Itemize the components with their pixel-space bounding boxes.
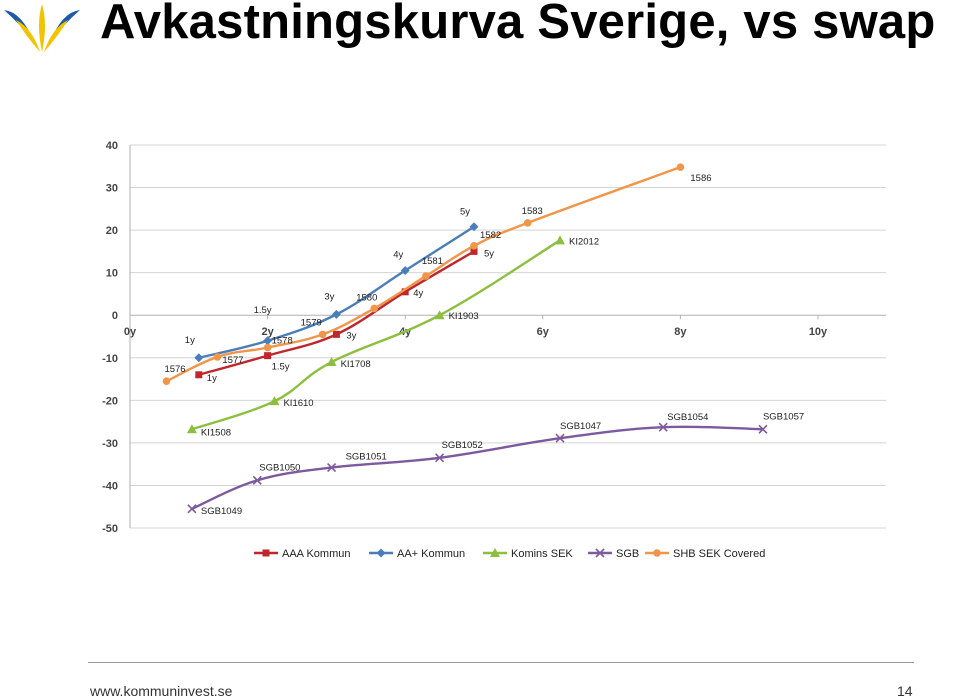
- data-point: [555, 433, 565, 443]
- data-point: [758, 424, 768, 434]
- kommuninvest-logo: [2, 2, 82, 58]
- series-line-komins-sek: [191, 239, 561, 431]
- data-point: [187, 504, 197, 514]
- page-number: 14: [897, 683, 913, 699]
- logo-left-leaf: [16, 20, 40, 52]
- data-point: [332, 330, 340, 338]
- data-point: [523, 219, 532, 227]
- y-tick-label: -50: [102, 523, 118, 535]
- data-label: 1.5y: [254, 305, 272, 316]
- data-label: KI1903: [449, 311, 479, 322]
- y-tick-label: -10: [102, 353, 118, 365]
- data-point: [555, 235, 565, 245]
- data-label: SGB1054: [667, 412, 708, 423]
- legend-label: Komins SEK: [511, 548, 573, 560]
- logo-center-flame: [39, 4, 45, 52]
- data-label: SGB1052: [442, 440, 483, 451]
- data-label: 1581: [422, 256, 443, 267]
- data-point: [186, 424, 197, 434]
- data-point: [658, 422, 668, 432]
- data-point: [252, 475, 262, 485]
- y-tick-label: 30: [106, 183, 118, 195]
- x-tick-label: 0y: [124, 326, 137, 338]
- data-label: 5y: [484, 248, 494, 259]
- data-label: 3y: [346, 330, 356, 341]
- data-label: 5y: [460, 207, 470, 218]
- y-tick-label: 20: [106, 225, 118, 237]
- data-point: [370, 304, 379, 313]
- legend-label: AAA Kommun: [282, 548, 350, 560]
- data-label: SGB1057: [763, 411, 804, 422]
- data-label: 1y: [185, 335, 195, 346]
- data-label: KI2012: [569, 236, 599, 247]
- data-point: [469, 222, 479, 232]
- legend-marker: [262, 549, 270, 557]
- slide-title: Avkastningskurva Sverige, vs swap: [100, 0, 936, 49]
- data-label: 1579: [301, 317, 322, 328]
- footer-divider: [88, 662, 914, 663]
- data-label: 4y: [413, 288, 423, 299]
- data-point: [434, 310, 445, 320]
- data-label: SGB1049: [201, 506, 242, 517]
- yield-curve-chart: 40 30 20 10 0 -10 -20 -30 -40 -50 0y 2y 4y 6y 8y 10y 1y 1…: [102, 140, 886, 560]
- data-point: [195, 371, 203, 379]
- data-point: [263, 343, 272, 352]
- logo-right-leaf: [44, 20, 68, 52]
- data-point: [264, 352, 272, 360]
- data-label: KI1708: [341, 359, 371, 370]
- legend-marker: [653, 549, 661, 557]
- data-point: [213, 353, 222, 361]
- legend-marker: [376, 548, 386, 558]
- legend-marker: [595, 548, 605, 558]
- data-point: [401, 288, 409, 296]
- legend-label: SHB SEK Covered: [673, 548, 765, 560]
- data-point: [400, 266, 410, 276]
- y-tick-label: -30: [102, 438, 118, 450]
- legend-label: AA+ Kommun: [397, 548, 465, 560]
- data-label: 4y: [393, 250, 403, 261]
- data-point: [326, 357, 337, 367]
- footer-url[interactable]: www.kommuninvest.se: [90, 683, 233, 699]
- data-point: [470, 242, 478, 250]
- data-label: SGB1050: [259, 462, 300, 473]
- data-point: [269, 396, 280, 406]
- data-label: 1576: [164, 364, 185, 375]
- y-tick-label: -20: [102, 395, 118, 407]
- y-tick-label: 10: [106, 268, 118, 280]
- data-point: [470, 247, 478, 255]
- data-point: [162, 377, 171, 385]
- data-label: 3y: [324, 291, 334, 302]
- x-tick-label: 2y: [261, 326, 274, 338]
- data-point: [327, 463, 337, 473]
- data-label: SGB1047: [560, 421, 601, 432]
- x-tick-label: 8y: [674, 326, 687, 338]
- x-tick-label: 10y: [809, 326, 828, 338]
- data-label: KI1610: [283, 398, 313, 409]
- y-tick-label: 0: [112, 310, 118, 322]
- data-label: 1578: [272, 336, 293, 347]
- data-point: [331, 309, 341, 319]
- y-tick-label: 40: [106, 140, 118, 152]
- data-point: [676, 163, 685, 171]
- data-point: [263, 336, 273, 346]
- data-point: [435, 453, 445, 463]
- x-tick-label: 6y: [537, 326, 550, 338]
- data-label: 1577: [222, 355, 243, 366]
- data-label: 1586: [690, 173, 711, 184]
- data-label: 1y: [207, 373, 217, 384]
- data-label: 1580: [356, 292, 377, 303]
- data-label: 1582: [480, 230, 501, 241]
- data-label: KI1508: [201, 427, 231, 438]
- data-label: SGB1051: [346, 452, 387, 463]
- legend-label: SGB: [616, 548, 639, 560]
- data-label: 1583: [522, 206, 543, 217]
- data-point: [318, 330, 327, 339]
- series-line-aa-kommun: [198, 225, 475, 359]
- y-tick-label: -40: [102, 480, 118, 492]
- data-label: 1.5y: [272, 362, 290, 373]
- data-point: [422, 272, 430, 280]
- data-point: [194, 353, 204, 363]
- legend-marker: [490, 548, 500, 557]
